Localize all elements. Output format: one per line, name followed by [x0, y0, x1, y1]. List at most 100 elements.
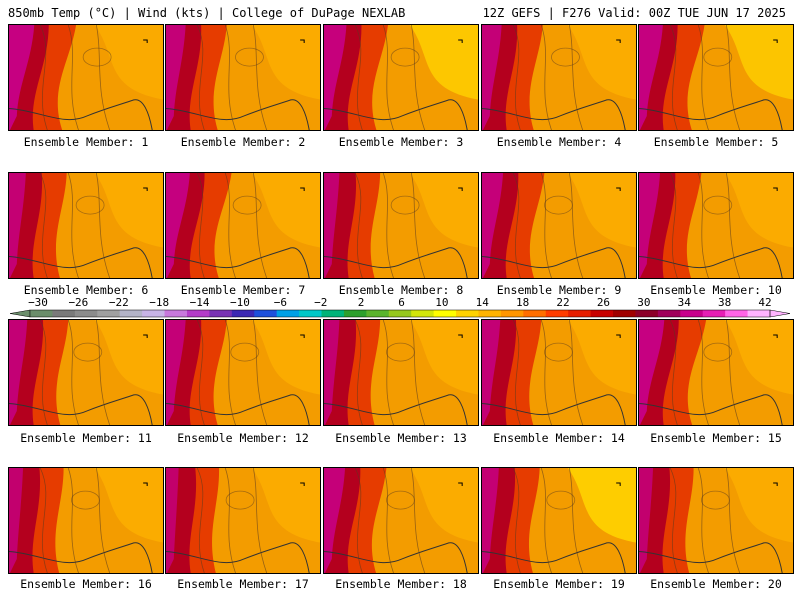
- colorbar-tick-label: −2: [314, 296, 328, 309]
- colorbar-segment: [276, 310, 300, 317]
- ensemble-member-label: Ensemble Member: 11: [20, 431, 152, 445]
- ensemble-map-panel[interactable]: [323, 319, 479, 426]
- colorbar-segment: [74, 310, 98, 317]
- temperature-field: [9, 320, 163, 425]
- colorbar-tick-label: −14: [189, 296, 210, 309]
- ensemble-member-label: Ensemble Member: 3: [338, 135, 464, 149]
- ensemble-map-panel[interactable]: [165, 24, 321, 131]
- colorbar-segment: [164, 310, 188, 317]
- temperature-field: [9, 173, 163, 278]
- colorbar-segment: [456, 310, 479, 317]
- colorbar-tick-label: 10: [435, 296, 449, 309]
- temperature-field: [482, 25, 636, 130]
- ensemble-member-label: Ensemble Member: 4: [496, 135, 622, 149]
- temperature-field: [324, 468, 478, 573]
- ensemble-map-panel[interactable]: [8, 172, 164, 279]
- colorbar-segment: [388, 310, 412, 317]
- ensemble-map-panel[interactable]: [8, 467, 164, 574]
- colorbar-tick-label: −18: [149, 296, 170, 309]
- ensemble-map-panel[interactable]: [165, 172, 321, 279]
- ensemble-map-panel[interactable]: [8, 319, 164, 426]
- map-title: 850mb Temp (°C) | Wind (kts) | College o…: [8, 6, 406, 20]
- ensemble-member-label: Ensemble Member: 18: [335, 577, 467, 591]
- ensemble-member-label: Ensemble Member: 8: [338, 283, 464, 297]
- colorbar-tick-label: 26: [596, 296, 611, 309]
- colorbar-segment: [523, 310, 547, 317]
- temperature-field: [166, 173, 320, 278]
- ensemble-map-panel[interactable]: [323, 172, 479, 279]
- colorbar-segment: [209, 310, 233, 317]
- ensemble-member-label: Ensemble Member: 20: [650, 577, 782, 591]
- ensemble-member-label: Ensemble Member: 6: [23, 283, 149, 297]
- colorbar-tick-label: −26: [68, 296, 89, 309]
- colorbar-segment: [478, 310, 502, 317]
- colorbar-segment: [97, 310, 121, 317]
- colorbar-segment: [231, 310, 255, 317]
- ensemble-member-label: Ensemble Member: 2: [180, 135, 306, 149]
- colorbar-segment: [702, 310, 726, 317]
- colorbar-segment: [680, 310, 704, 317]
- colorbar-segment: [52, 310, 76, 317]
- temperature-field: [482, 173, 636, 278]
- ensemble-map-panel[interactable]: [638, 319, 794, 426]
- colorbar-tick-label: 42: [758, 296, 772, 309]
- colorbar-segment: [725, 310, 749, 317]
- ensemble-map-panel[interactable]: [638, 467, 794, 574]
- colorbar-segment: [186, 310, 210, 317]
- colorbar-tick-label: 18: [516, 296, 530, 309]
- temperature-field: [166, 25, 320, 130]
- ensemble-map-panel[interactable]: [638, 172, 794, 279]
- ensemble-map-panel[interactable]: [323, 467, 479, 574]
- colorbar-segment: [635, 310, 659, 317]
- temperature-field: [166, 320, 320, 425]
- colorbar-tick-label: 14: [475, 296, 489, 309]
- temperature-field: [482, 468, 636, 573]
- ensemble-map-panel[interactable]: [481, 172, 637, 279]
- temperature-field: [9, 25, 163, 130]
- colorbar-segment: [657, 310, 681, 317]
- colorbar-tick-label: 30: [637, 296, 651, 309]
- temperature-colorbar: [9, 309, 791, 318]
- ensemble-member-label: Ensemble Member: 13: [335, 431, 467, 445]
- valid-time: 12Z GEFS | F276 Valid: 00Z TUE JUN 17 20…: [482, 6, 786, 20]
- colorbar-tick-label: 6: [398, 296, 405, 309]
- colorbar-segment: [590, 310, 614, 317]
- colorbar-segment: [254, 310, 278, 317]
- ensemble-member-label: Ensemble Member: 16: [20, 577, 152, 591]
- colorbar-segment: [119, 310, 143, 317]
- colorbar-segment: [343, 310, 367, 317]
- ensemble-map-panel[interactable]: [165, 319, 321, 426]
- colorbar-segment: [142, 310, 166, 317]
- colorbar-tick-label: −10: [230, 296, 250, 309]
- colorbar-tick-label: 22: [556, 296, 570, 309]
- colorbar-segment: [366, 310, 390, 317]
- colorbar-segment: [545, 310, 569, 317]
- ensemble-map-panel[interactable]: [481, 467, 637, 574]
- ensemble-member-label: Ensemble Member: 5: [653, 135, 779, 149]
- colorbar-tick-label: 38: [717, 296, 732, 309]
- ensemble-map-panel[interactable]: [8, 24, 164, 131]
- ensemble-member-label: Ensemble Member: 17: [177, 577, 309, 591]
- colorbar-tick-label: −6: [273, 296, 287, 309]
- ensemble-map-panel[interactable]: [481, 24, 637, 131]
- colorbar-segment: [433, 310, 457, 317]
- colorbar-segment: [321, 310, 345, 317]
- temperature-field: [639, 25, 793, 130]
- temperature-field: [639, 320, 793, 425]
- colorbar-tick-label: −30: [28, 296, 48, 309]
- temperature-field: [324, 173, 478, 278]
- colorbar-segment: [411, 310, 435, 317]
- ensemble-map-panel[interactable]: [481, 319, 637, 426]
- colorbar-min-arrow: [9, 309, 31, 318]
- ensemble-map-panel[interactable]: [165, 467, 321, 574]
- colorbar-segment: [568, 310, 592, 317]
- colorbar-tick-label: 34: [677, 296, 691, 309]
- colorbar-segment: [500, 310, 524, 317]
- temperature-field: [639, 468, 793, 573]
- temperature-field: [324, 320, 478, 425]
- colorbar-segment: [747, 310, 771, 317]
- temperature-field: [324, 25, 478, 130]
- ensemble-map-panel[interactable]: [638, 24, 794, 131]
- colorbar-segment: [299, 310, 323, 317]
- ensemble-map-panel[interactable]: [323, 24, 479, 131]
